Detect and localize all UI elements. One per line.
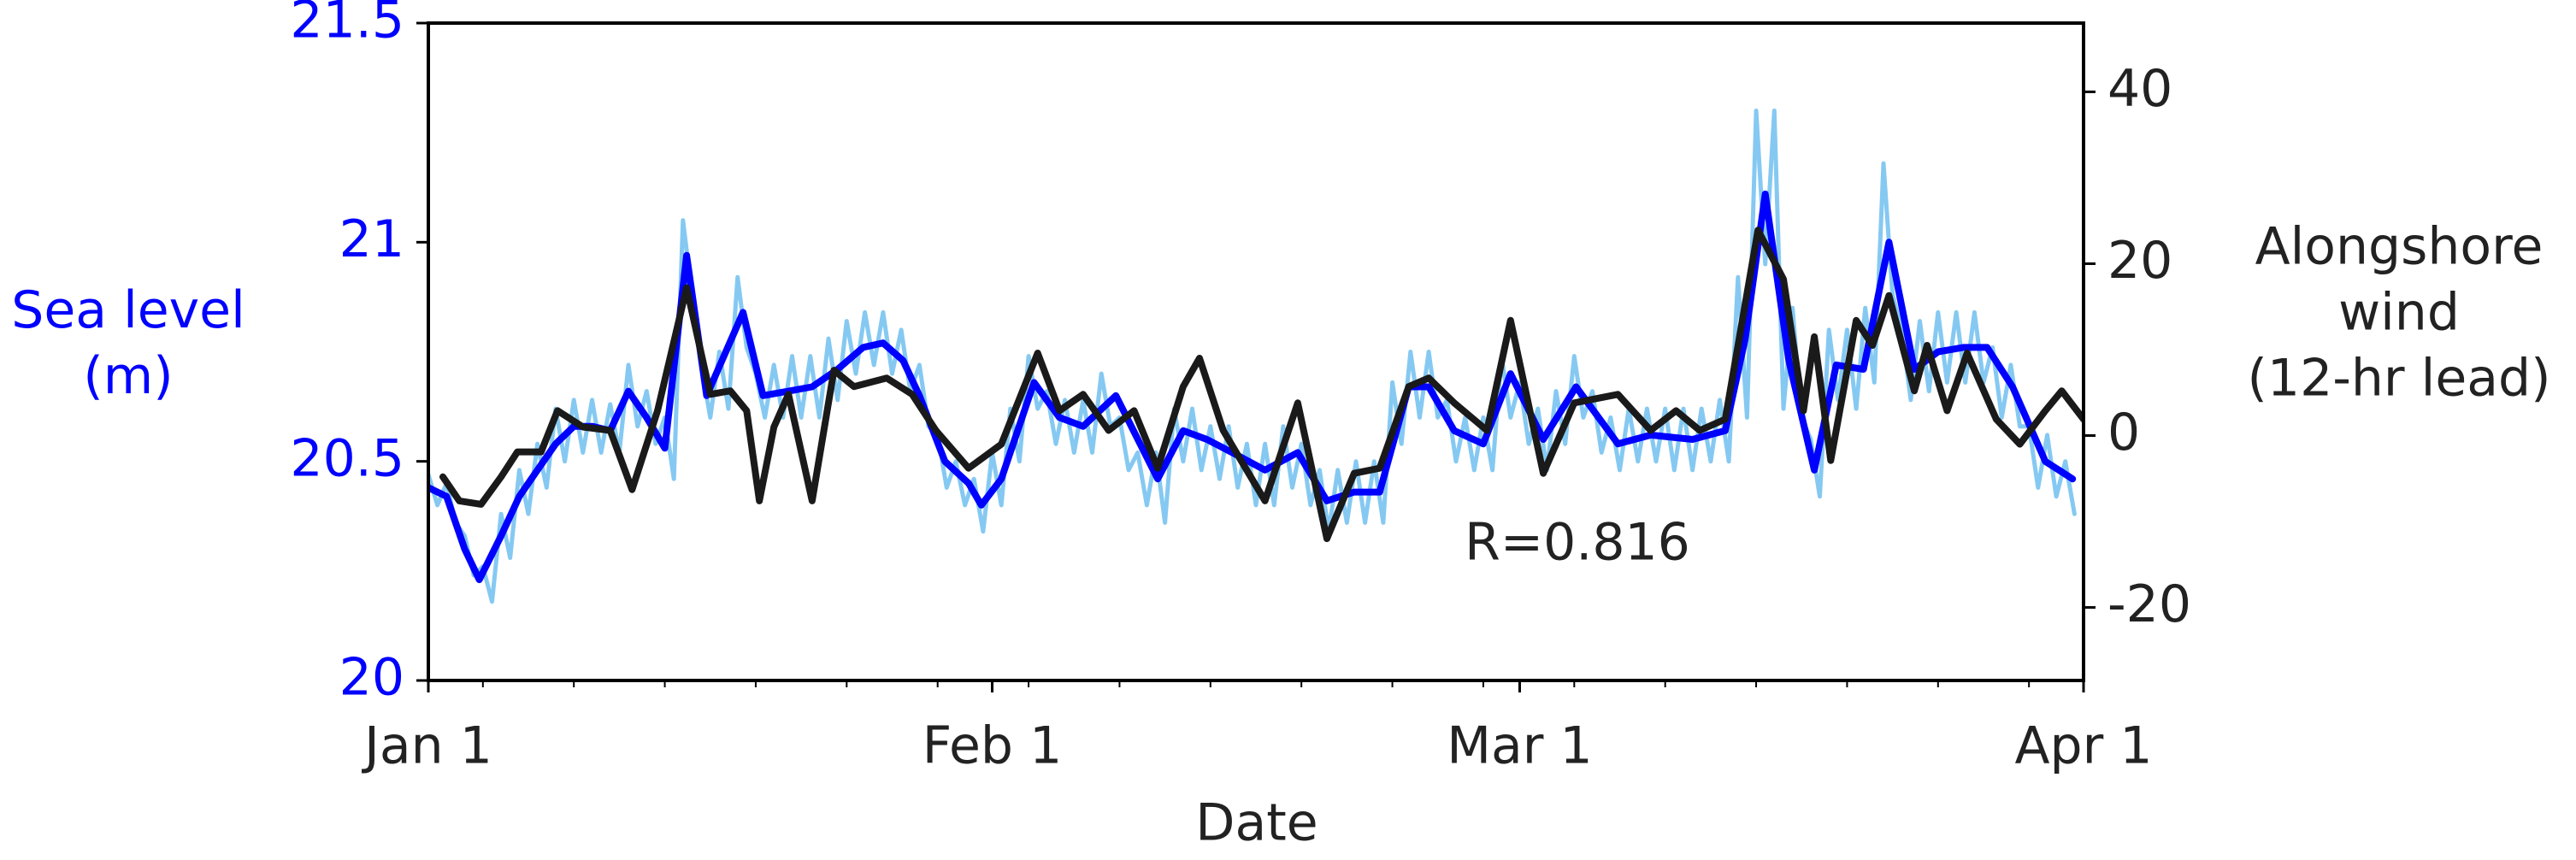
axis-label: (m) [83, 346, 173, 406]
axis-label: Sea level [11, 280, 245, 340]
series-line [439, 227, 2084, 543]
y-tick-label: 21.5 [290, 0, 404, 50]
x-tick-label: Feb 1 [923, 716, 1062, 776]
y-tick-label: 21 [339, 209, 404, 269]
y-tick-label: 20.5 [290, 428, 404, 488]
y2-label: Alongshore [2255, 217, 2544, 277]
plot-frame [427, 21, 2085, 682]
x-tick-label: Mar 1 [1447, 716, 1592, 776]
y2-tick-label: 20 [2107, 231, 2172, 291]
x-axis-label: Date [1195, 793, 1317, 853]
x-tick-label: Apr 1 [2014, 716, 2152, 776]
y2-tick-label: 0 [2107, 403, 2140, 462]
y2-tick-label: -20 [2107, 574, 2191, 634]
x-tick-label: Jan 1 [361, 716, 492, 776]
annotation: R=0.816 [1465, 513, 1690, 573]
y2-tick-label: 40 [2107, 59, 2172, 119]
y-tick-label: 20 [339, 648, 404, 708]
y2-label: wind [2338, 283, 2460, 343]
y2-label: (12-hr lead) [2247, 349, 2550, 409]
series-line [428, 190, 2077, 584]
